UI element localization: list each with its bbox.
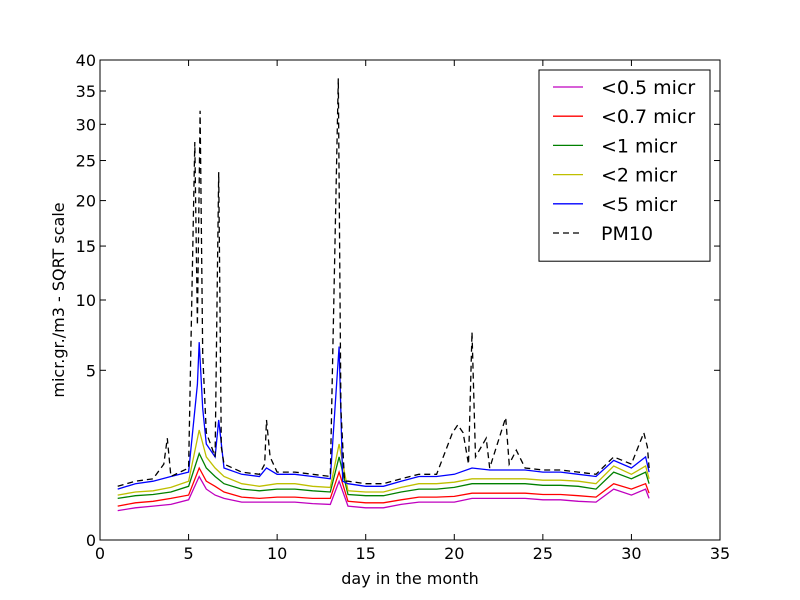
x-tick-label: 30 (621, 544, 641, 563)
y-tick-label: 10 (76, 291, 96, 310)
y-tick-label: 0 (86, 531, 96, 550)
series-line-2 (117, 451, 650, 500)
x-axis-label: day in the month (341, 569, 478, 588)
legend-label: <2 micr (601, 165, 677, 187)
legend: <0.5 micr <0.7 micr <1 micr <2 micr <5 micr P… (538, 69, 711, 262)
plot-lines (117, 78, 650, 512)
y-tick-label: 40 (76, 51, 96, 70)
legend-label: <0.5 micr (601, 77, 695, 99)
legend-label: <5 micr (601, 194, 677, 216)
legend-label: PM10 (601, 223, 653, 245)
legend-label: <1 micr (601, 135, 677, 157)
series-line-3 (117, 429, 650, 496)
x-tick-label: 15 (356, 544, 376, 563)
y-axis-label: micr.gr./m3 - SQRT scale (49, 202, 68, 397)
y-tick-label: 5 (86, 361, 96, 380)
x-axis: 0 5 10 15 20 25 30 35 (95, 60, 730, 563)
x-tick-label: 10 (267, 544, 287, 563)
series-line-5 (117, 78, 650, 487)
x-tick-label: 5 (183, 544, 193, 563)
series-line-1 (117, 466, 650, 507)
y-tick-label: 30 (76, 115, 96, 134)
y-tick-label: 25 (76, 152, 96, 171)
x-tick-label: 35 (710, 544, 730, 563)
x-tick-label: 25 (533, 544, 553, 563)
y-tick-label: 15 (76, 237, 96, 256)
series-line-0 (117, 475, 650, 512)
legend-box (538, 69, 711, 262)
y-tick-label: 20 (76, 192, 96, 211)
y-axis: 0 5 10 15 20 25 30 35 40 (76, 51, 720, 550)
x-tick-label: 20 (444, 544, 464, 563)
x-tick-label: 0 (95, 544, 105, 563)
legend-label: <0.7 micr (601, 106, 695, 128)
y-tick-label: 35 (76, 82, 96, 101)
